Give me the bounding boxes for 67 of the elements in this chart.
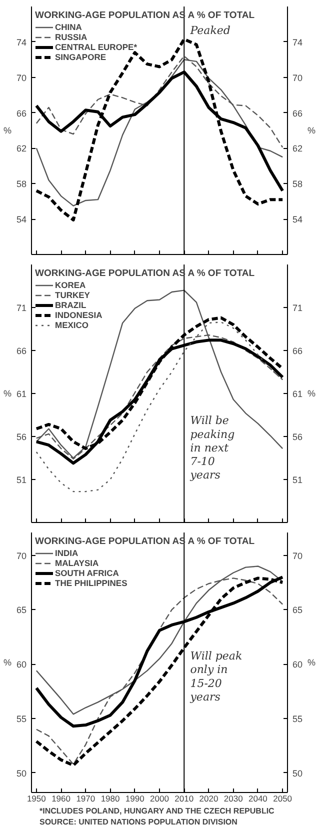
- legend-label: KOREA: [55, 280, 86, 290]
- y2-tick-label: 66: [292, 346, 303, 356]
- y2-tick-label: 65: [292, 605, 303, 616]
- legend-label: RUSSIA: [55, 32, 88, 42]
- y-tick-label: 66: [16, 108, 27, 118]
- y-tick-label: 70: [16, 550, 27, 561]
- y-axis-title: %: [3, 126, 12, 136]
- legend-label: CENTRAL EUROPE*: [55, 42, 138, 52]
- y-axis-title: %: [3, 658, 12, 668]
- annotation: Peaked: [189, 24, 230, 37]
- y-tick-label: 66: [16, 346, 27, 356]
- legend-label: MEXICO: [55, 320, 89, 330]
- x-tick-label: 1950: [26, 794, 46, 804]
- x-tick-label: 2010: [174, 794, 194, 804]
- y-tick-label: 62: [16, 144, 27, 154]
- y2-tick-label: 54: [292, 214, 303, 225]
- y2-axis-title: %: [308, 388, 316, 398]
- y-tick-label: 61: [16, 389, 27, 399]
- x-tick-label: 1980: [100, 794, 120, 804]
- y2-tick-label: 50: [292, 768, 303, 778]
- legend-label: SOUTH AFRICA: [55, 568, 119, 578]
- annotation: Will be peaking in next 7-10 years: [189, 414, 235, 482]
- text: *INCLUDES POLAND, HUNGARY AND THE CZECH REPUBLIC: [40, 806, 275, 816]
- legend-label: TURKEY: [55, 290, 90, 300]
- x-tick-label: 2040: [248, 794, 268, 804]
- source-note: SOURCE: UNITED NATIONS POPULATION DIVISION: [40, 818, 238, 826]
- x-tick-label: 1990: [125, 794, 145, 804]
- y-tick-label: 74: [16, 37, 27, 48]
- y2-tick-label: 51: [292, 475, 303, 485]
- y-tick-label: 71: [16, 303, 27, 313]
- y-tick-label: 65: [16, 605, 27, 616]
- y2-axis-title: %: [308, 658, 316, 668]
- legend-label: CHINA: [55, 22, 82, 32]
- y-tick-label: 51: [16, 475, 27, 485]
- x-tick-label: 1960: [52, 794, 71, 804]
- legend-label: SINGAPORE: [55, 52, 106, 62]
- y2-tick-label: 60: [292, 660, 303, 670]
- legend-label: BRAZIL: [55, 300, 86, 310]
- y-axis-title: %: [3, 388, 12, 398]
- legend-label: MALAYSIA: [55, 558, 99, 568]
- y2-tick-label: 56: [292, 432, 303, 442]
- y-tick-label: 70: [16, 72, 27, 83]
- y-tick-label: 54: [16, 214, 27, 225]
- annotation: Will peak only in 15-20 years: [189, 650, 242, 704]
- y2-tick-label: 55: [292, 714, 303, 724]
- x-tick-label: 2020: [199, 794, 218, 804]
- y2-tick-label: 74: [292, 37, 303, 48]
- y2-tick-label: 61: [292, 389, 303, 399]
- legend-label: THE PHILIPPINES: [55, 578, 128, 588]
- y-tick-label: 60: [16, 660, 27, 670]
- x-tick-label: 2000: [150, 794, 170, 804]
- legend-label: INDONESIA: [55, 310, 102, 320]
- y2-tick-label: 62: [292, 144, 303, 154]
- x-tick-label: 2050: [273, 794, 292, 804]
- y2-tick-label: 70: [292, 72, 303, 83]
- y-tick-label: 56: [16, 432, 27, 442]
- legend-label: INDIA: [55, 548, 78, 558]
- y-tick-label: 58: [16, 179, 27, 190]
- y2-tick-label: 58: [292, 179, 303, 190]
- x-tick-label: 1970: [76, 794, 96, 804]
- x-tick-label: 2030: [224, 794, 244, 804]
- y-tick-label: 50: [16, 768, 27, 778]
- y-tick-label: 55: [16, 714, 27, 724]
- y2-tick-label: 66: [292, 108, 303, 118]
- y2-tick-label: 71: [292, 303, 303, 313]
- y2-tick-label: 70: [292, 550, 303, 561]
- y2-axis-title: %: [308, 126, 316, 136]
